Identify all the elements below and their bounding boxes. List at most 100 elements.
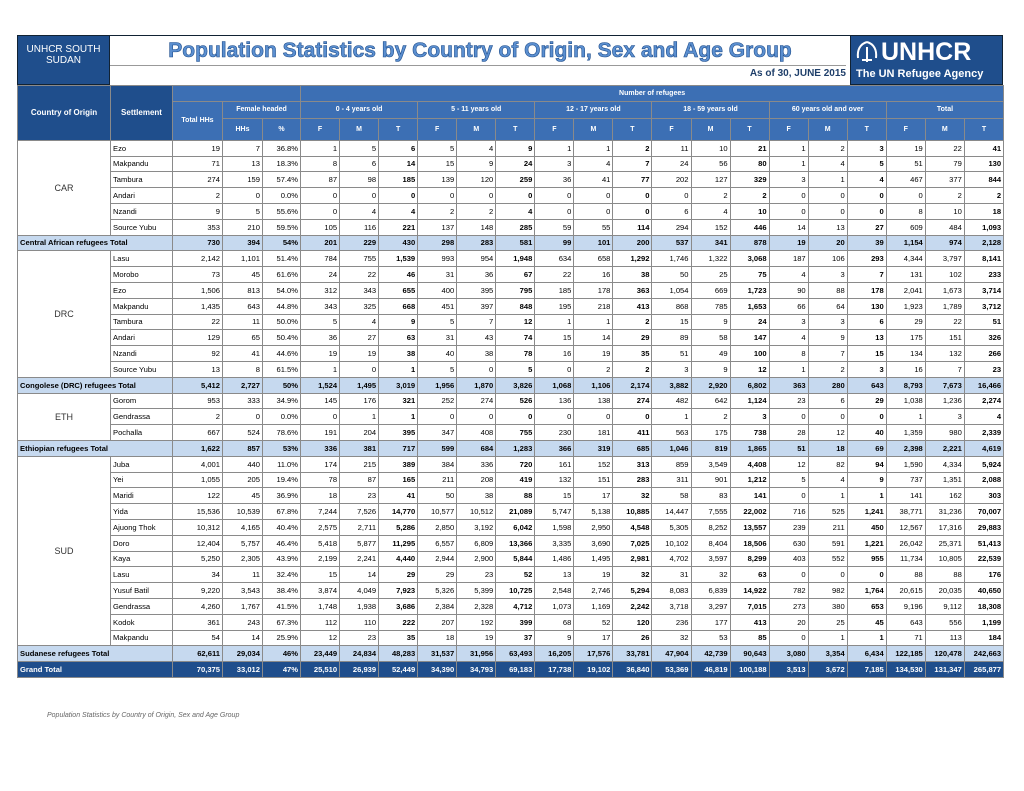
cell: 185 [534,281,575,299]
cell: 35 [378,629,419,647]
cell: 41 [378,487,419,505]
row: Yusuf Batil 9,220 3,543 38.4% 3,874 4,049 7,92… [18,582,1005,599]
cell: 9 [378,313,419,331]
cell: 65 [222,329,263,347]
cell: 185 [378,171,419,189]
cell: 62,611 [172,645,223,663]
cell: 80 [729,155,770,173]
row: Ezo 1,506 813 54.0% 312 343 655 400 395 795 185 178… [18,281,1005,299]
cell: 312 [300,281,341,299]
cell: 29 [378,566,419,584]
cell: 1,046 [651,439,692,457]
cell: 14,770 [378,503,419,520]
cell: 5,924 [963,455,1005,473]
cell: 51 [963,313,1005,331]
cell: 482 [651,392,692,410]
cell: 3 [846,360,887,378]
row: Pochalla 667 524 78.6% 191 204 395 347 408 755 230… [18,424,1005,441]
cell: 53,369 [651,661,692,678]
cell: 9 [690,360,731,378]
cell: 4,001 [172,455,223,473]
cell: 5 [846,155,887,173]
cell: 380 [807,597,848,615]
total-label: Sudanese refugees Total [17,645,173,663]
cell: 0 [846,408,887,426]
cell: 5 [768,471,809,489]
cell: 11 [651,139,692,157]
cell: 668 [378,297,419,315]
cell: 38 [612,266,653,283]
cell: 29 [885,313,926,331]
cell: 45 [222,487,263,505]
row: Andari 2 0 0.0% 0 0 0 0 0 0 0 0 0 0 2 2 0 0 0 0 2 2 [18,187,1005,204]
cell: 24 [729,313,770,331]
cell: 13,557 [729,518,770,536]
row: Doro 12,404 5,757 46.4% 5,418 5,877 11,295 6,55… [18,534,1005,552]
cell: 21 [729,139,770,157]
cell: 1 [807,629,848,647]
cell: 70,007 [963,503,1005,520]
cell: 200 [612,234,653,252]
settlement: Makpandu [110,297,173,315]
cell: 1,495 [339,376,380,394]
column-header: F [885,117,926,141]
cell: 730 [172,234,223,252]
cell: 12 [768,455,809,473]
cell: 0 [534,408,575,426]
cell: 8 [885,202,926,220]
cell: 782 [768,582,809,599]
cell: 0 [456,187,497,204]
cell: 2,199 [300,550,341,568]
cell: 152 [573,455,614,473]
cell: 75 [729,266,770,283]
cell: 3,714 [963,281,1005,299]
cell: 148 [456,218,497,236]
cell: 22 [924,139,965,157]
cell: 642 [690,392,731,410]
cell: 377 [924,171,965,189]
cell: 9 [495,139,536,157]
cell: 33,012 [222,661,263,678]
cell: 42,739 [690,645,731,663]
cell: 4 [378,202,419,220]
cell: 0 [573,202,614,220]
cell: 1 [300,360,341,378]
cell: 19 [573,566,614,584]
cell: 9 [690,313,731,331]
cell: 293 [846,250,887,268]
cell: 51.4% [261,250,302,268]
cell: 1,359 [885,424,926,441]
cell: 403 [768,550,809,568]
cell: 0 [300,187,341,204]
cell: 45 [222,266,263,283]
cell: 720 [495,455,536,473]
cell: 2,242 [612,597,653,615]
cell: 2,174 [612,376,653,394]
cell: 176 [963,566,1005,584]
row: Tambura 274 159 57.4% 87 98 185 139 120 259 36 41 77… [18,171,1005,189]
cell: 0 [339,360,380,378]
total-label: Congolese (DRC) refugees Total [17,376,173,394]
row: Nzandi 92 41 44.6% 19 19 38 40 38 78 16 19 35 51 49 100… [18,345,1005,362]
cell: 178 [846,281,887,299]
cell: 446 [729,218,770,236]
column-header: M [456,117,497,141]
row: Tambura 22 11 50.0% 5 4 9 5 7 12 1 1 2 15 9 24 3 3 6 29 22 51 [18,313,1005,331]
row: Congolese (DRC) refugees Total 5,412 2,727… [17,376,1005,394]
cell: 3,549 [690,455,731,473]
cell: 16 [573,266,614,283]
cell: 15 [534,329,575,347]
settlement: Gorom [110,392,173,410]
cell: 41 [222,345,263,362]
cell: 2 [172,408,223,426]
cell: 294 [651,218,692,236]
cell: 38 [378,345,419,362]
cell: 3,354 [807,645,848,663]
cell: 8 [222,360,263,378]
cell: 1,746 [651,250,692,268]
cell: 3,192 [456,518,497,536]
cell: 6 [651,202,692,220]
cell: 50 [417,487,458,505]
cell: 14,447 [651,503,692,520]
